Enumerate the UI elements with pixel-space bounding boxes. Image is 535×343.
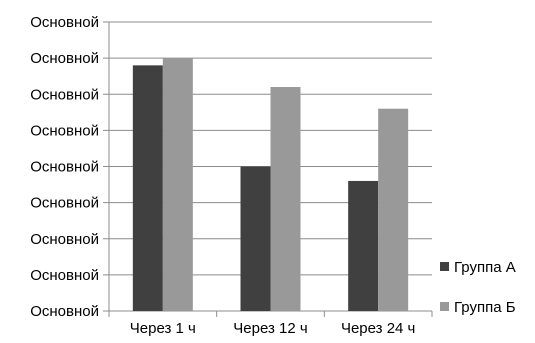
x-tick-label: Через 24 ч — [341, 320, 415, 337]
y-tick-label: Основной — [30, 14, 99, 31]
y-tick-label: Основной — [30, 195, 99, 212]
bar-group-a-3 — [348, 180, 379, 311]
legend-label: Группа А — [454, 259, 516, 276]
y-axis-tick-labels: Основной Основной Основной Основной Основной… — [30, 14, 99, 320]
legend-swatch — [440, 302, 449, 311]
y-tick-label: Основной — [30, 50, 99, 67]
y-tick-label: Основной — [30, 122, 99, 139]
bars — [132, 58, 409, 312]
x-axis-tick-labels: Через 1 ч Через 12 ч Через 24 ч — [130, 320, 416, 337]
y-tick-label: Основной — [30, 231, 99, 248]
legend-label: Группа Б — [454, 299, 516, 316]
bar-group-a-1 — [132, 65, 163, 311]
legend-swatch — [440, 262, 449, 271]
y-tick-label: Основной — [30, 159, 99, 176]
legend: Группа А Группа Б — [440, 259, 516, 316]
x-tick-label: Через 1 ч — [130, 320, 196, 337]
y-tick-label: Основной — [30, 86, 99, 103]
bar-group-a-2 — [240, 166, 271, 311]
bar-group-b-2 — [270, 87, 301, 312]
y-tick-label: Основной — [30, 303, 99, 320]
x-tick-label: Через 12 ч — [233, 320, 307, 337]
bar-group-b-1 — [162, 58, 193, 311]
bar-group-b-3 — [378, 108, 409, 311]
y-tick-label: Основной — [30, 267, 99, 284]
